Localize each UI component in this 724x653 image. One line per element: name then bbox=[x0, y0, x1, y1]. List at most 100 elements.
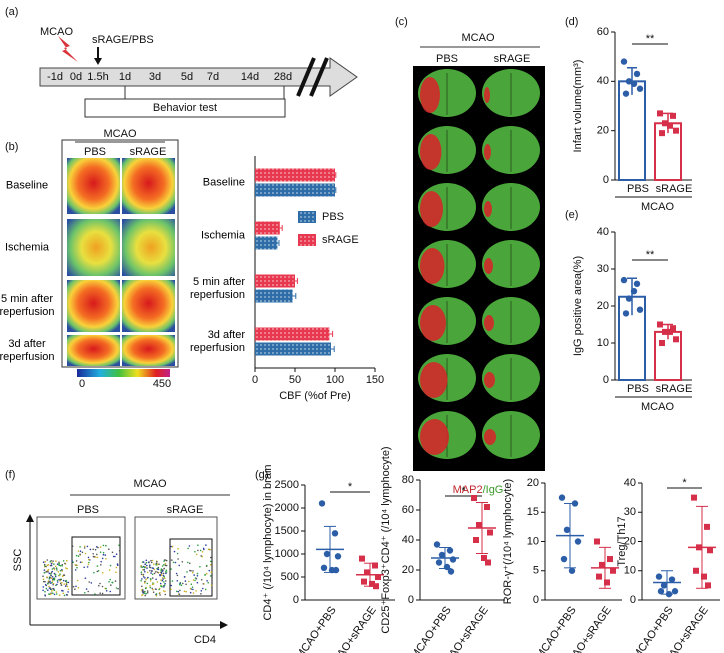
flow-event bbox=[101, 592, 104, 595]
flow-event bbox=[184, 580, 187, 582]
flow-event bbox=[67, 581, 70, 584]
bar bbox=[255, 274, 295, 288]
flow-event bbox=[52, 592, 54, 594]
flow-event bbox=[51, 590, 53, 592]
data-point bbox=[481, 555, 487, 561]
flow-event bbox=[72, 585, 75, 588]
column-label: sRAGE bbox=[130, 146, 167, 158]
flow-event bbox=[151, 583, 154, 586]
treatment-label: sRAGE/PBS bbox=[92, 34, 154, 46]
flow-event bbox=[51, 570, 53, 573]
flow-event bbox=[96, 565, 99, 567]
row-label: Baseline bbox=[5, 179, 49, 192]
flow-event bbox=[151, 570, 153, 572]
flow-event bbox=[187, 547, 189, 550]
flow-event bbox=[161, 565, 164, 567]
flow-event bbox=[53, 578, 55, 581]
flow-event bbox=[46, 576, 48, 578]
flow-event bbox=[115, 553, 118, 555]
panel-label: (f) bbox=[5, 469, 15, 481]
flow-event bbox=[164, 590, 166, 593]
flow-event bbox=[79, 546, 81, 548]
flow-event bbox=[57, 571, 60, 573]
flow-event bbox=[170, 588, 172, 591]
flow-event bbox=[165, 580, 167, 582]
data-point bbox=[630, 80, 638, 88]
flow-event bbox=[141, 578, 143, 580]
data-point bbox=[667, 122, 673, 129]
data-point bbox=[568, 567, 576, 574]
flow-event bbox=[155, 563, 157, 566]
data-point bbox=[620, 58, 628, 65]
flow-event bbox=[83, 566, 85, 569]
flow-event bbox=[62, 592, 65, 595]
flow-event bbox=[164, 577, 166, 579]
legend-swatch bbox=[298, 211, 316, 223]
flow-event bbox=[44, 560, 47, 563]
flow-event bbox=[87, 556, 90, 559]
legend-label: PBS bbox=[322, 211, 344, 223]
column-label: PBS bbox=[84, 146, 106, 158]
flow-event bbox=[209, 575, 212, 577]
flow-event bbox=[94, 556, 97, 558]
y-tick-label: Ischemia bbox=[200, 229, 245, 241]
flow-event bbox=[75, 585, 77, 588]
legend-label: sRAGE bbox=[322, 234, 359, 246]
flow-event bbox=[81, 561, 83, 564]
flow-event bbox=[117, 564, 119, 566]
flow-event bbox=[88, 558, 90, 561]
flow-event bbox=[149, 564, 151, 566]
y-axis-label: SSC bbox=[12, 549, 24, 572]
significance: * bbox=[461, 485, 466, 497]
flow-event bbox=[48, 572, 51, 575]
flow-event bbox=[208, 569, 211, 572]
bar bbox=[618, 80, 646, 181]
x-tick-label: PBS bbox=[627, 183, 649, 195]
y-tick-label: 15 bbox=[527, 506, 539, 518]
flow-event bbox=[55, 560, 57, 562]
flow-event bbox=[114, 555, 116, 558]
flow-event bbox=[150, 559, 152, 562]
flow-event bbox=[176, 552, 179, 555]
flow-event bbox=[49, 582, 52, 584]
flow-event bbox=[62, 560, 65, 562]
x-tick-label: 0 bbox=[252, 374, 258, 386]
flow-event bbox=[163, 584, 166, 587]
flow-event bbox=[141, 585, 143, 588]
flow-event bbox=[204, 588, 207, 591]
data-point bbox=[610, 567, 616, 574]
flow-event bbox=[56, 581, 59, 583]
flow-event bbox=[151, 573, 154, 576]
y-tick-label: 0 bbox=[293, 594, 299, 606]
break-mark bbox=[296, 57, 316, 97]
infarct bbox=[484, 315, 494, 331]
flow-event bbox=[50, 574, 52, 577]
flow-event bbox=[144, 571, 146, 573]
flow-event bbox=[159, 594, 161, 596]
flow-event bbox=[207, 581, 209, 584]
flow-event bbox=[64, 562, 66, 565]
flow-event bbox=[178, 564, 180, 567]
data-point bbox=[670, 112, 676, 119]
significance: ** bbox=[646, 249, 655, 261]
infarct bbox=[484, 372, 495, 388]
data-point bbox=[633, 70, 641, 78]
flow-event bbox=[157, 568, 160, 571]
flow-event bbox=[163, 586, 165, 588]
flow-event bbox=[88, 581, 90, 583]
flow-event bbox=[101, 585, 104, 588]
flow-event bbox=[196, 575, 199, 577]
y-tick-label: 0 bbox=[408, 594, 414, 606]
timeline-tick: 7d bbox=[207, 71, 219, 83]
panel-label: (e) bbox=[565, 209, 578, 221]
legend-swatch bbox=[298, 234, 316, 246]
x-tick-label: MCAO+PBS bbox=[631, 605, 676, 653]
flow-event bbox=[66, 559, 68, 562]
flow-event bbox=[88, 561, 90, 564]
infarct bbox=[484, 87, 490, 103]
x-tick-label: 150 bbox=[366, 374, 384, 386]
data-point bbox=[331, 530, 339, 537]
flow-event bbox=[200, 590, 203, 592]
flow-event bbox=[51, 568, 54, 570]
flow-event bbox=[157, 571, 159, 574]
